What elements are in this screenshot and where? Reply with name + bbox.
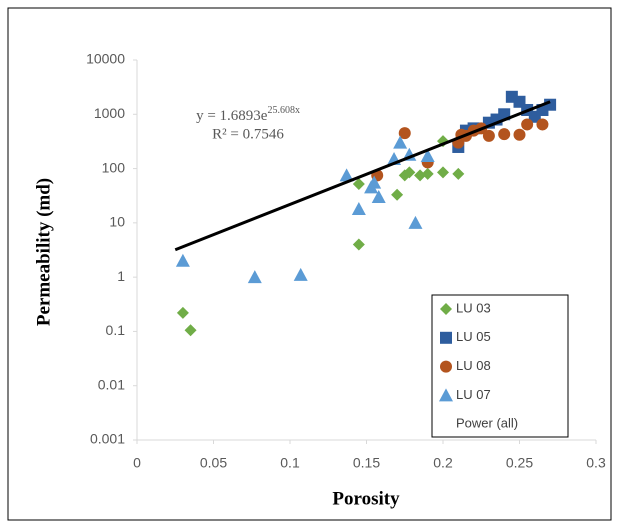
- point: [421, 167, 434, 180]
- point: [176, 306, 189, 319]
- equation-exponent: 25.608x: [267, 105, 300, 116]
- point: [498, 128, 511, 141]
- y-tick-label: 10: [109, 214, 125, 230]
- legend-swatch: [440, 303, 452, 315]
- equation: y = 1.6893e: [196, 108, 268, 124]
- point: [403, 166, 416, 179]
- x-tick-label: 0.05: [200, 455, 227, 471]
- point: [293, 267, 308, 281]
- r-squared: R² = 0.7546: [212, 126, 284, 142]
- legend-label: Power (all): [456, 416, 518, 431]
- point: [391, 188, 404, 201]
- legend-label: LU 03: [456, 300, 491, 315]
- x-tick-label: 0.1: [280, 455, 300, 471]
- trend-line: [174, 100, 551, 252]
- legend-swatch: [440, 331, 452, 344]
- point: [521, 118, 534, 131]
- point: [505, 90, 518, 103]
- y-tick-label: 1: [117, 268, 125, 284]
- legend-label: LU 08: [456, 358, 491, 373]
- x-tick-label: 0.3: [586, 455, 606, 471]
- point: [184, 324, 197, 337]
- x-axis-title: Porosity: [332, 488, 400, 509]
- point: [408, 215, 423, 229]
- x-tick-label: 0.2: [433, 455, 453, 471]
- point: [175, 253, 190, 267]
- legend-label: LU 07: [456, 387, 491, 402]
- x-tick-label: 0.15: [353, 455, 380, 471]
- point: [414, 169, 427, 182]
- y-axis-title: Permeability (md): [33, 178, 54, 326]
- point: [398, 127, 411, 140]
- legend-swatch: [439, 388, 453, 402]
- legend-swatch: [440, 360, 452, 373]
- y-tick-label: 1000: [94, 105, 125, 121]
- y-tick-label: 0.001: [90, 431, 125, 447]
- point: [536, 118, 549, 131]
- y-tick-label: 0.01: [98, 376, 125, 392]
- y-tick-label: 0.1: [106, 322, 126, 338]
- point: [247, 270, 262, 284]
- point: [367, 175, 382, 189]
- point: [339, 168, 354, 182]
- point: [352, 177, 365, 190]
- x-tick-label: 0.25: [506, 455, 533, 471]
- point: [420, 149, 435, 163]
- point: [482, 116, 495, 129]
- point: [513, 128, 526, 141]
- point: [393, 135, 408, 149]
- x-tick-label: 0: [133, 455, 141, 471]
- legend-box: [431, 294, 569, 438]
- point: [351, 201, 366, 215]
- point: [371, 189, 386, 203]
- point: [452, 167, 465, 180]
- point: [352, 238, 365, 251]
- point: [482, 129, 495, 142]
- point: [437, 166, 449, 179]
- y-tick-label: 10000: [86, 51, 125, 67]
- trend-equation: y = 1.6893e25.608x: [196, 105, 300, 124]
- legend-label: LU 05: [456, 329, 491, 344]
- y-tick-label: 100: [102, 159, 126, 175]
